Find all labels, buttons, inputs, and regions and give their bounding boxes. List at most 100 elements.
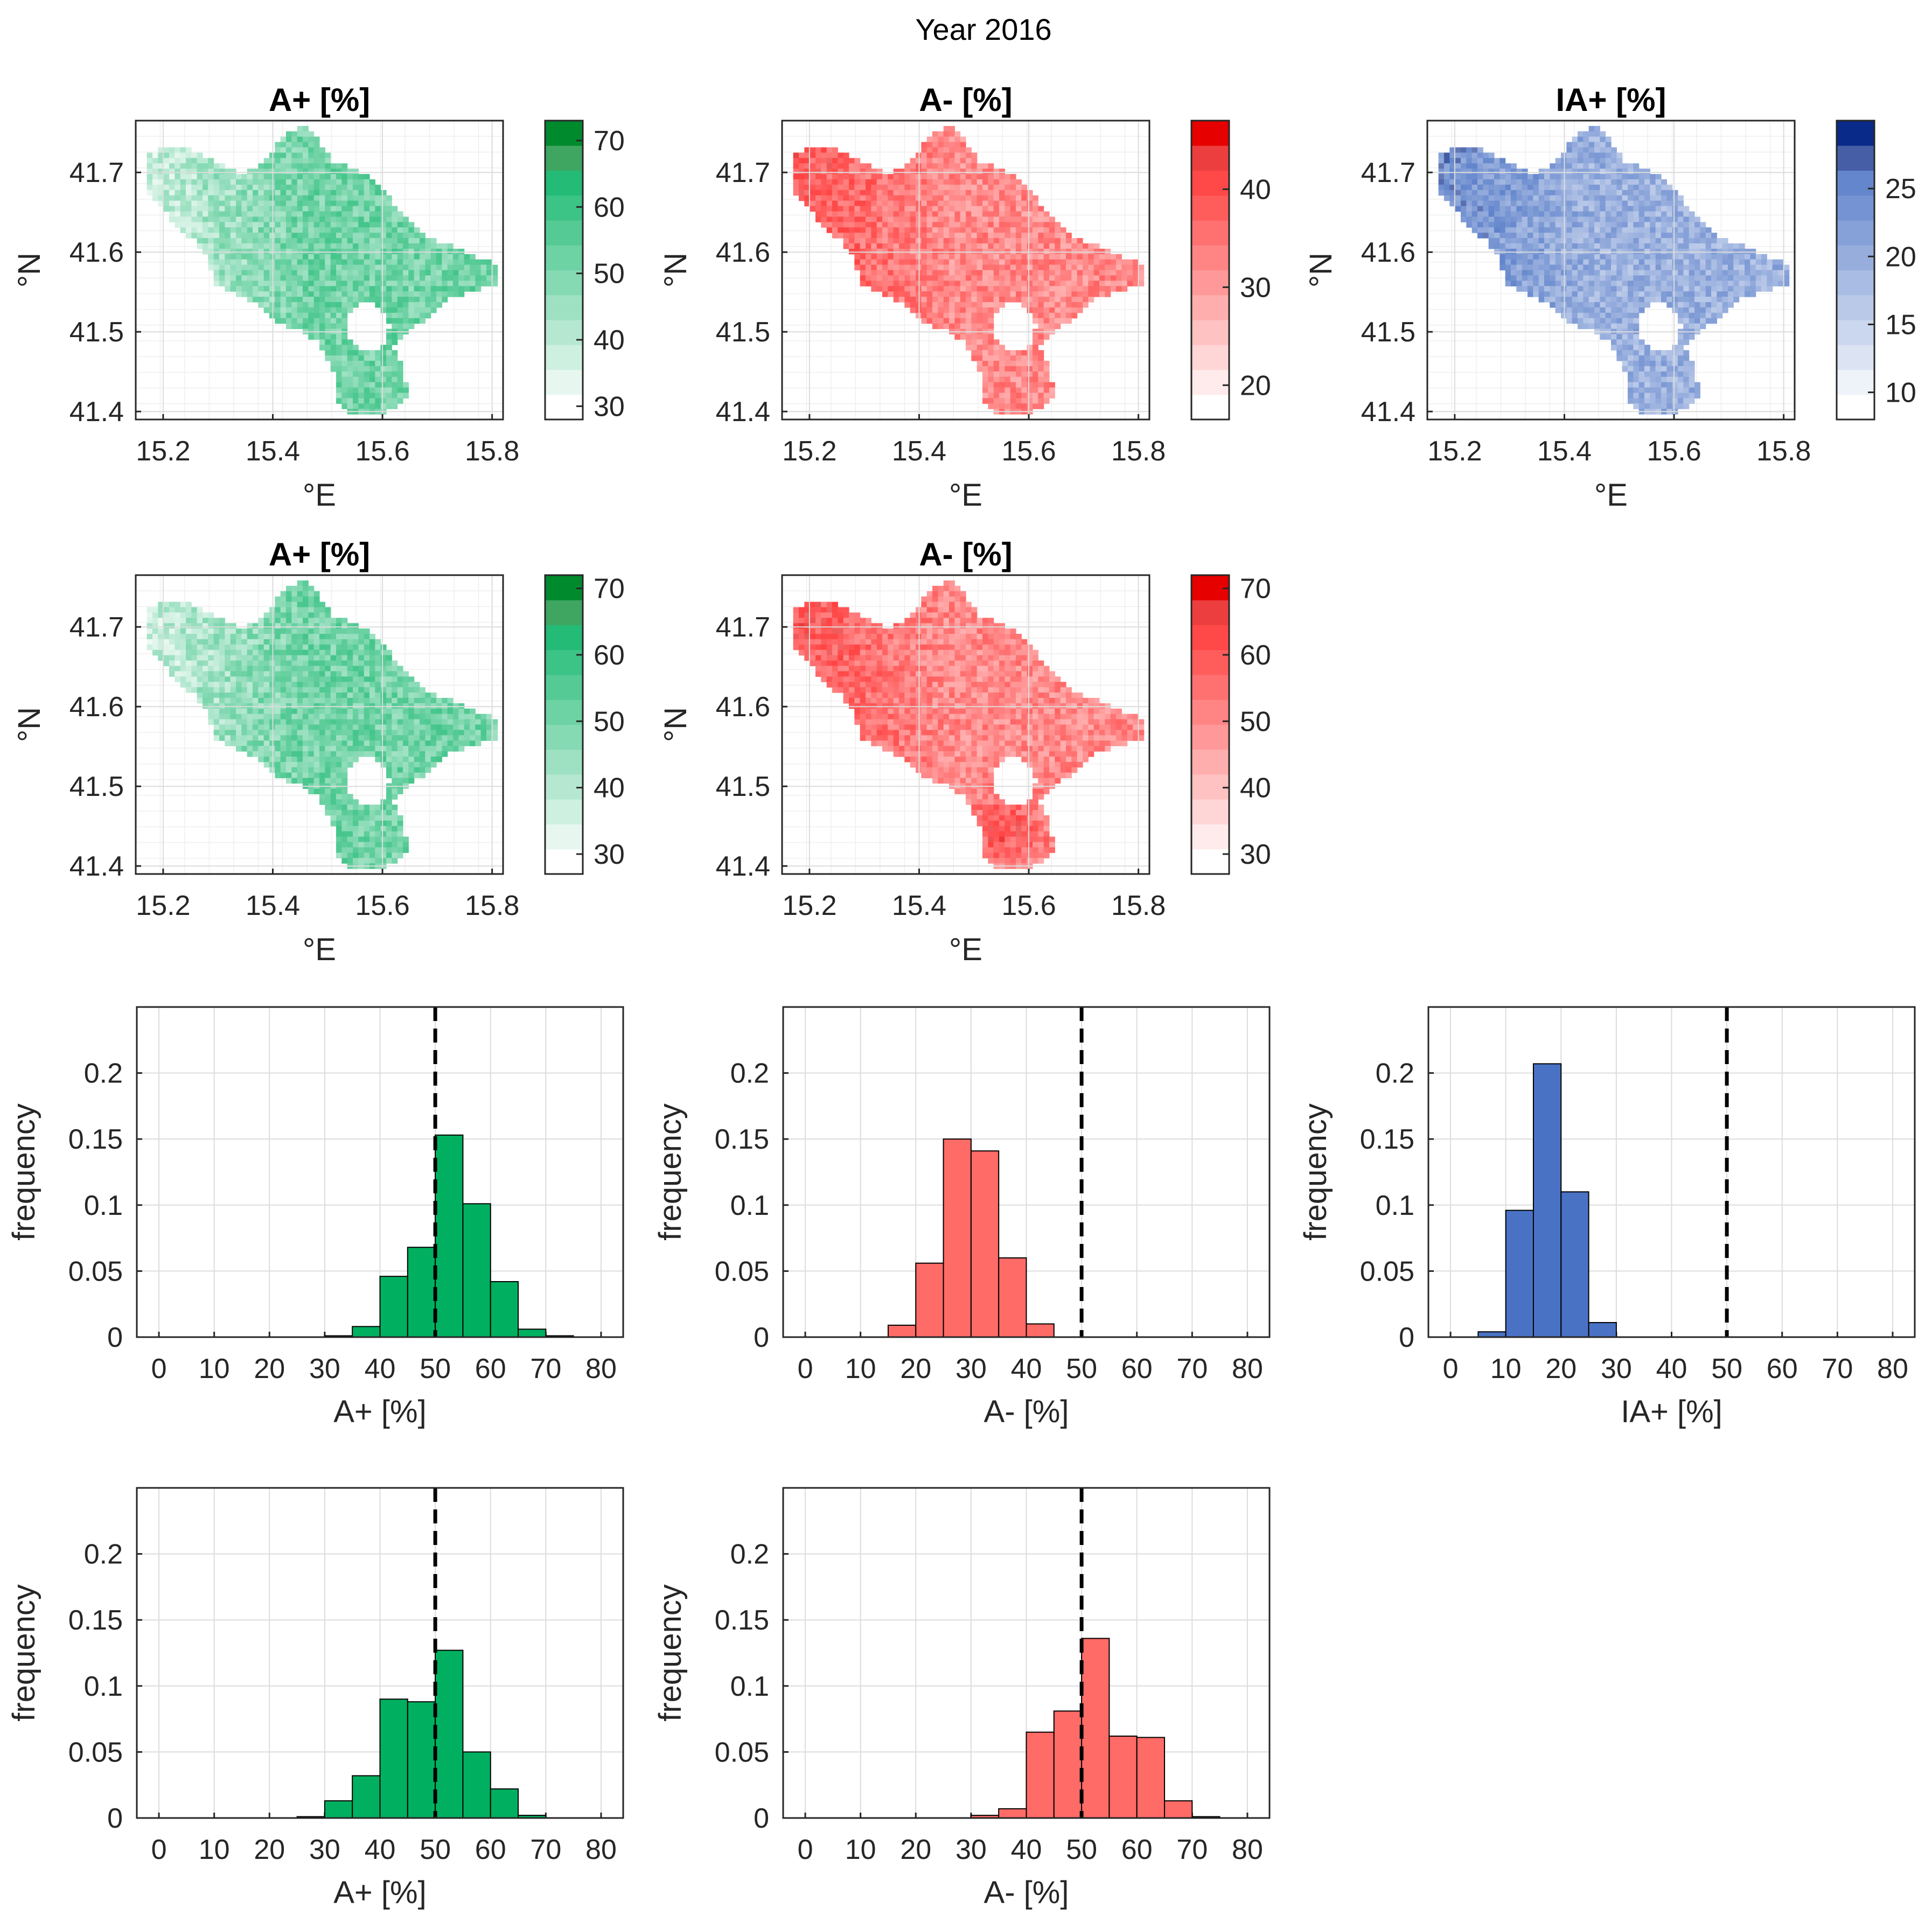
map-cell <box>960 307 966 313</box>
map-cell <box>1016 259 1022 265</box>
map-cell <box>910 248 916 255</box>
map-cell <box>988 339 994 345</box>
map-cell <box>910 275 916 281</box>
map-cell <box>1666 222 1673 228</box>
map-cell <box>347 281 353 286</box>
map-cell <box>1778 270 1784 276</box>
map-cell <box>1060 275 1066 281</box>
map-cell <box>1561 233 1567 239</box>
map-cell <box>313 222 320 228</box>
map-cell <box>838 233 844 239</box>
map-cell <box>197 671 203 677</box>
map-cell <box>949 323 955 330</box>
map-cell <box>971 307 978 313</box>
map-cell <box>1566 227 1573 233</box>
map-cell <box>921 158 927 164</box>
map-cell <box>280 297 287 303</box>
map-cell <box>977 291 983 297</box>
map-cell <box>458 259 465 265</box>
map-cell <box>291 259 298 265</box>
map-cell <box>1600 195 1606 201</box>
map-cell <box>1666 264 1673 271</box>
map-cell <box>297 222 303 228</box>
map-cell <box>1661 393 1667 398</box>
map-cell <box>1694 291 1700 297</box>
map-cell <box>971 291 978 297</box>
map-cell <box>876 270 883 276</box>
map-cell <box>297 312 303 319</box>
map-cell <box>1121 264 1128 271</box>
map-cell <box>392 403 398 409</box>
map-cell <box>425 286 431 292</box>
map-cell <box>1594 190 1600 196</box>
map-cell <box>191 634 198 640</box>
map-cell <box>330 291 337 297</box>
map-panel-4: 15.2 15.4 15.6 15.841.441.541.641.7A+ [%]°E… <box>12 536 625 967</box>
map-cell <box>926 275 933 281</box>
colorbar-step <box>1191 369 1229 395</box>
map-cell <box>1071 248 1078 255</box>
map-cell <box>954 238 961 244</box>
map-cell <box>1616 243 1623 249</box>
map-cell <box>1650 371 1656 377</box>
map-cell <box>347 254 353 260</box>
map-cell <box>1733 254 1740 260</box>
map-cell <box>191 671 198 677</box>
map-cell <box>364 184 370 191</box>
map-cell <box>1550 291 1556 297</box>
map-cell <box>1483 169 1489 174</box>
map-cell <box>397 216 403 222</box>
map-cell <box>838 200 844 207</box>
map-cell <box>253 222 259 228</box>
map-cell <box>408 238 415 244</box>
map-cell <box>1722 286 1728 292</box>
map-cell <box>1683 339 1690 345</box>
map-cell <box>1588 302 1595 308</box>
map-cell <box>949 264 955 271</box>
map-cell <box>197 158 203 164</box>
map-cell <box>1588 307 1595 313</box>
map-cell <box>1678 195 1684 201</box>
map-cell <box>158 618 164 624</box>
map-cell <box>1650 238 1656 244</box>
map-cell <box>180 169 186 174</box>
map-cell <box>1722 254 1728 260</box>
map-cell <box>921 222 927 228</box>
map-cell <box>247 179 253 185</box>
map-cell <box>1633 312 1640 319</box>
map-cell <box>163 184 170 191</box>
map-cell <box>203 195 208 201</box>
map-cell <box>169 634 175 640</box>
map-cell <box>1066 243 1072 249</box>
map-cell <box>1745 248 1750 255</box>
map-cell <box>414 259 420 265</box>
map-cell <box>926 307 933 313</box>
map-cell <box>1728 275 1734 281</box>
map-cell <box>169 612 175 618</box>
map-cell <box>1110 254 1117 260</box>
map-cell <box>1049 286 1055 292</box>
map-cell <box>180 639 186 645</box>
map-cell <box>1672 291 1678 297</box>
map-cell <box>1049 264 1055 271</box>
map-cell <box>1566 206 1573 212</box>
map-cell <box>999 179 1005 185</box>
map-cell <box>158 152 164 158</box>
map-cell <box>1066 259 1072 265</box>
map-cell <box>1750 291 1756 297</box>
map-cell <box>219 270 225 276</box>
map-cell <box>152 169 158 174</box>
map-cell <box>1461 147 1467 153</box>
map-cell <box>1505 281 1511 286</box>
map-cell <box>1678 248 1684 255</box>
map-cell <box>826 227 833 233</box>
map-cell <box>1644 195 1650 201</box>
map-cell <box>392 382 398 388</box>
map-cell <box>1488 163 1495 169</box>
map-cell <box>1683 376 1690 383</box>
map-cell <box>263 169 270 174</box>
map-cell <box>954 323 961 330</box>
map-cell <box>152 152 158 158</box>
map-cell <box>380 286 387 292</box>
map-cell <box>949 125 955 132</box>
